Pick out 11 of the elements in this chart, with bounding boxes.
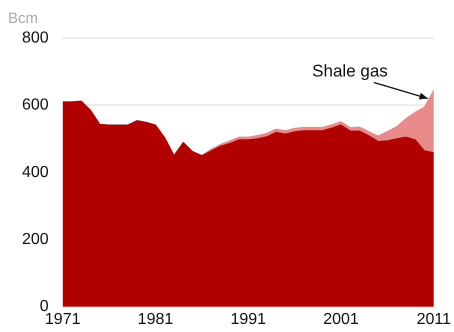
x-tick-label: 2001 [323, 310, 359, 328]
y-tick-label: 800 [22, 29, 49, 46]
x-tick-label: 1971 [44, 310, 81, 328]
annotation: Shale gas [312, 61, 388, 80]
y-tick-label: 400 [22, 164, 49, 181]
y-tick-label: 200 [22, 231, 49, 248]
y-axis-title: Bcm [8, 10, 38, 28]
y-tick-label: 600 [22, 96, 49, 114]
x-tick-label: 2011 [416, 310, 452, 328]
x-tick-label: 1981 [138, 310, 174, 328]
x-tick-label: 1991 [230, 310, 266, 328]
